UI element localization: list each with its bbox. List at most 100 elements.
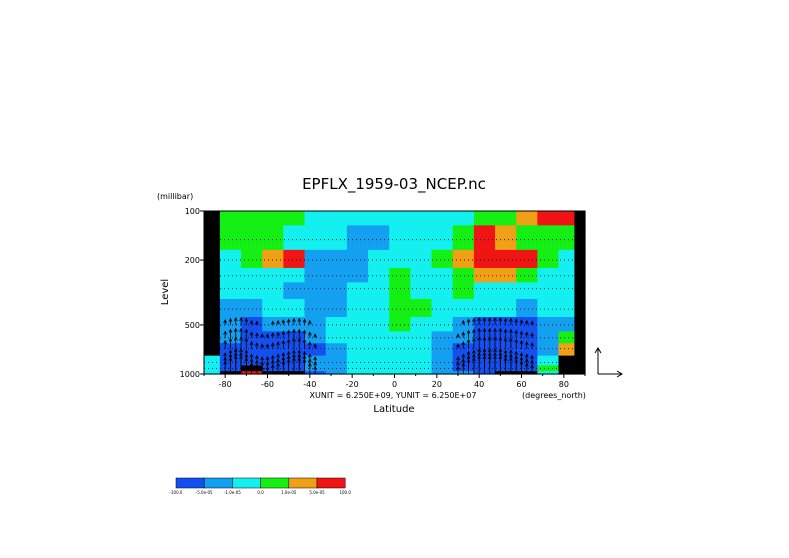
heatmap-cell	[204, 267, 221, 283]
flux-arrowhead	[286, 350, 291, 355]
heatmap-cell	[283, 267, 306, 283]
x-tick-label: 20	[432, 380, 442, 389]
y-axis-unit: (millibar)	[157, 192, 193, 201]
heatmap-cell	[537, 371, 560, 375]
vector-scale-text: XUNIT = 6.250E+09, YUNIT = 6.250E+07	[310, 391, 477, 400]
heatmap-cell	[410, 371, 433, 375]
heatmap-cell	[325, 225, 348, 251]
heatmap-cell	[431, 282, 454, 300]
flux-arrowhead	[461, 341, 466, 346]
flux-arrowhead	[281, 330, 286, 335]
heatmap-cell	[325, 343, 348, 357]
heatmap-cell	[346, 317, 369, 332]
heatmap-cell	[389, 211, 411, 226]
colorbar-swatch	[288, 477, 318, 489]
heatmap-cell	[574, 355, 586, 367]
heatmap-cell	[204, 282, 221, 300]
y-tick-label: 500	[185, 321, 200, 330]
x-tick-label: 0	[392, 380, 397, 389]
flux-arrowhead	[487, 327, 492, 332]
heatmap-cell	[346, 343, 369, 357]
heatmap-cell	[368, 225, 390, 251]
flux-arrowhead	[286, 338, 291, 343]
flux-arrowhead	[466, 318, 471, 323]
heatmap-cell	[241, 211, 263, 226]
heatmap-cell	[346, 211, 369, 226]
heatmap-cell	[516, 298, 538, 318]
heatmap-cell	[283, 282, 306, 300]
flux-arrowhead	[270, 354, 275, 359]
heatmap-cell	[262, 249, 284, 269]
colorbar-label: 5.0e-05	[309, 490, 325, 495]
flux-arrowhead	[276, 319, 280, 324]
flux-arrowhead	[477, 348, 482, 353]
flux-arrowhead	[524, 341, 529, 346]
flux-arrowhead	[472, 349, 476, 354]
flux-arrowhead	[313, 343, 317, 348]
flux-arrowhead	[503, 317, 508, 322]
flux-arrowhead	[292, 317, 296, 322]
heatmap-cell	[431, 267, 454, 283]
flux-arrowhead	[228, 349, 233, 354]
flux-arrowhead	[482, 327, 487, 332]
flux-arrowhead	[286, 318, 291, 323]
x-tick-label: 80	[559, 380, 569, 389]
flux-arrowhead	[228, 317, 233, 322]
heatmap-cell	[558, 211, 576, 226]
flux-arrowhead	[270, 332, 275, 337]
flux-arrowhead	[223, 339, 228, 344]
heatmap-cell	[452, 282, 475, 300]
heatmap-cell	[473, 298, 496, 318]
heatmap-cell	[368, 298, 390, 318]
heatmap-cell	[495, 211, 517, 226]
heatmap-cell	[558, 267, 576, 283]
flux-arrowhead	[244, 337, 249, 342]
heatmap-cell	[410, 298, 433, 318]
flux-arrowhead	[255, 342, 259, 347]
heatmap-cell	[410, 249, 433, 269]
heatmap-cell	[431, 298, 454, 318]
heatmap-cell	[325, 371, 348, 375]
flux-arrowhead	[498, 327, 503, 332]
flux-arrowhead	[302, 329, 307, 334]
chart-title: EPFLX_1959-03_NCEP.nc	[302, 175, 486, 194]
heatmap-cell	[304, 298, 327, 318]
heatmap-cell	[516, 249, 538, 269]
heatmap-cell	[325, 249, 348, 269]
heatmap-cell	[558, 365, 576, 372]
flux-arrowhead	[487, 317, 492, 322]
heatmap-cell	[304, 211, 327, 226]
flux-arrowhead	[233, 348, 238, 353]
flux-arrowhead	[514, 350, 519, 355]
flux-arrowhead	[472, 337, 476, 342]
flux-arrowhead	[249, 341, 254, 346]
heatmap-cell	[389, 371, 411, 375]
heatmap-cell	[558, 343, 576, 357]
heatmap-cell	[431, 331, 454, 344]
flux-arrowhead	[498, 348, 503, 353]
heatmap-cell	[346, 298, 369, 318]
colorbar-label: -1.0e-05	[224, 490, 241, 495]
flux-arrowhead	[281, 352, 286, 357]
heatmap-cell	[452, 267, 475, 283]
heatmap-cell	[389, 249, 411, 269]
heatmap-cell	[389, 355, 411, 367]
flux-arrowhead	[493, 317, 497, 322]
heatmap-cell	[389, 298, 411, 318]
heatmap-cell	[219, 267, 242, 283]
flux-arrowhead	[281, 339, 286, 344]
heatmap-cell	[516, 282, 538, 300]
heatmap-cell	[325, 298, 348, 318]
colorbar-label: -5.0e-05	[196, 490, 213, 495]
heatmap-cell	[304, 282, 327, 300]
flux-arrowhead	[519, 330, 524, 335]
flux-arrowhead	[503, 328, 508, 333]
colorbar-swatch	[203, 477, 233, 489]
flux-arrowhead	[530, 342, 534, 347]
y-axis-title: Level	[160, 279, 171, 305]
flux-arrowhead	[493, 327, 497, 332]
heatmap-cell	[473, 267, 496, 283]
flux-arrowhead	[249, 353, 254, 358]
heatmap-cell	[204, 211, 221, 226]
heatmap-cell	[574, 225, 586, 251]
